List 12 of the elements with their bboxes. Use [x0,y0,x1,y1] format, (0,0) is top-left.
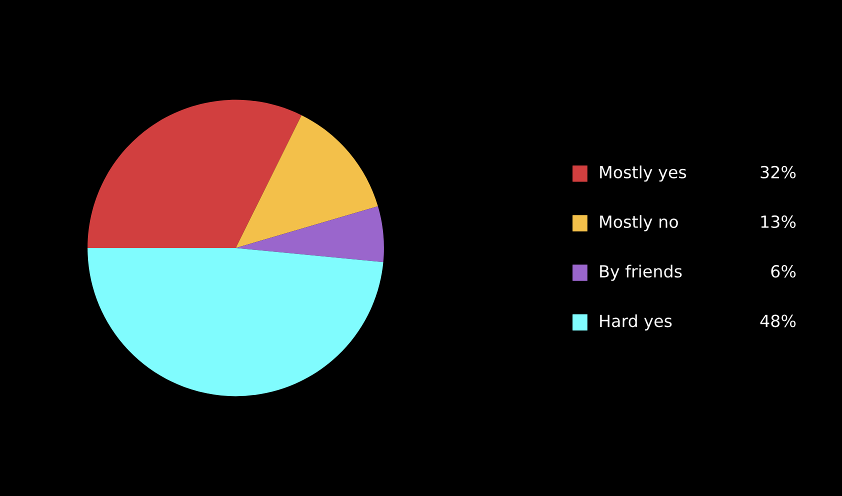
legend-label: Hard yes [600,314,672,330]
pie-slice [236,206,384,262]
data-label: 48% [760,314,796,328]
pie-slice [236,115,378,248]
data-label: 13% [761,215,796,228]
pie-slice [88,248,384,396]
legend-label: Mostly yes [600,166,686,182]
legend-label: By friends [600,264,682,281]
pie-slice [88,100,302,248]
legend-label: Mostly no [600,215,678,232]
data-label: 6% [771,265,796,278]
data-label: 32% [760,166,796,178]
